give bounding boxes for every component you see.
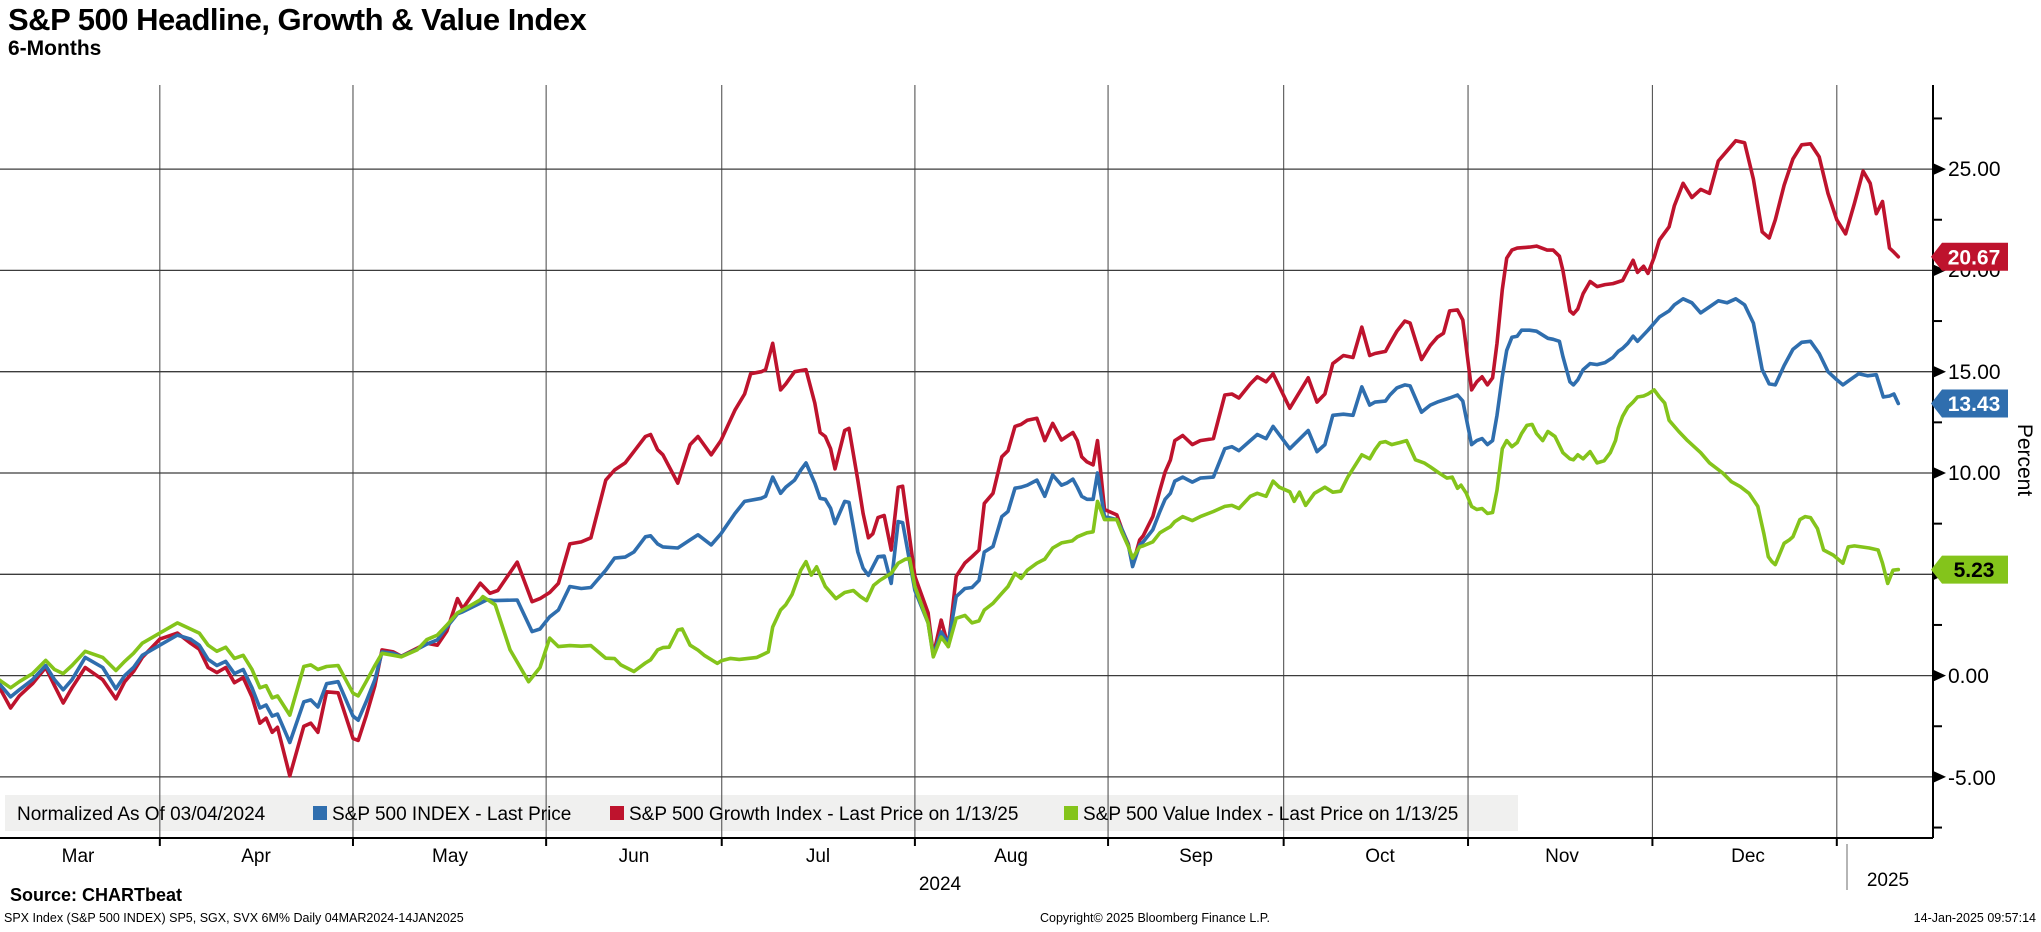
y-tick-25: 25.00 [1948, 158, 2001, 181]
legend-swatch-index-icon [313, 806, 327, 820]
ticker-details: SPX Index (S&P 500 INDEX) SP5, SGX, SVX … [4, 911, 464, 925]
x-axis-label-jul: Jul [806, 846, 830, 867]
last-price-badge-growth: 20.67 [1931, 242, 2008, 271]
x-axis-label-oct: Oct [1365, 846, 1395, 867]
y-tick-0: 0.00 [1948, 665, 1989, 688]
chart-subtitle: 6-Months [8, 37, 102, 60]
legend-item-value: S&P 500 Value Index - Last Price on 1/13… [1083, 804, 1458, 825]
x-axis-label-sep: Sep [1179, 846, 1213, 867]
y-tick-neg5: -5.00 [1948, 767, 1996, 790]
legend-swatch-growth-icon [610, 806, 624, 820]
series-lines [0, 138, 1901, 778]
x-axis-label-apr: Apr [241, 846, 271, 867]
last-price-badge-index: 13.43 [1931, 389, 2008, 418]
svg-text:5.23: 5.23 [1954, 559, 1995, 582]
y-axis-title: Percent [2013, 424, 2036, 497]
source-label: Source: CHARTbeat [10, 885, 183, 905]
x-axis-label-dec: Dec [1731, 846, 1765, 867]
x-axis-year-2025: 2025 [1867, 870, 1909, 891]
series-line-0 [0, 296, 1901, 745]
series-line-2 [0, 388, 1901, 717]
legend-item-growth: S&P 500 Growth Index - Last Price on 1/1… [629, 804, 1018, 825]
timestamp: 14-Jan-2025 09:57:14 [1913, 911, 2036, 925]
x-axis-year-2024: 2024 [919, 874, 962, 895]
series-line-1 [0, 138, 1901, 778]
axis-ticks [158, 117, 1946, 846]
y-tick-15: 15.00 [1948, 361, 2001, 384]
y-tick-10: 10.00 [1948, 462, 2001, 485]
x-axis-label-jun: Jun [619, 846, 650, 867]
gridlines [0, 85, 1933, 838]
legend-normalized-note: Normalized As Of 03/04/2024 [17, 804, 266, 825]
chart-title: S&P 500 Headline, Growth & Value Index [8, 2, 587, 37]
chart-legend: Normalized As Of 03/04/2024 S&P 500 INDE… [17, 804, 1458, 825]
svg-text:20.67: 20.67 [1948, 247, 2001, 270]
x-axis-label-may: May [432, 846, 468, 867]
svg-text:13.43: 13.43 [1948, 393, 2001, 416]
last-price-badge-value: 5.23 [1931, 555, 2008, 584]
copyright-text: Copyright© 2025 Bloomberg Finance L.P. [1040, 911, 1270, 925]
legend-swatch-value-icon [1064, 806, 1078, 820]
x-axis-label-nov: Nov [1545, 846, 1579, 867]
x-axis-label-mar: Mar [62, 846, 95, 867]
x-axis-label-aug: Aug [994, 846, 1028, 867]
legend-background [5, 795, 1518, 831]
legend-item-index: S&P 500 INDEX - Last Price [332, 804, 571, 825]
